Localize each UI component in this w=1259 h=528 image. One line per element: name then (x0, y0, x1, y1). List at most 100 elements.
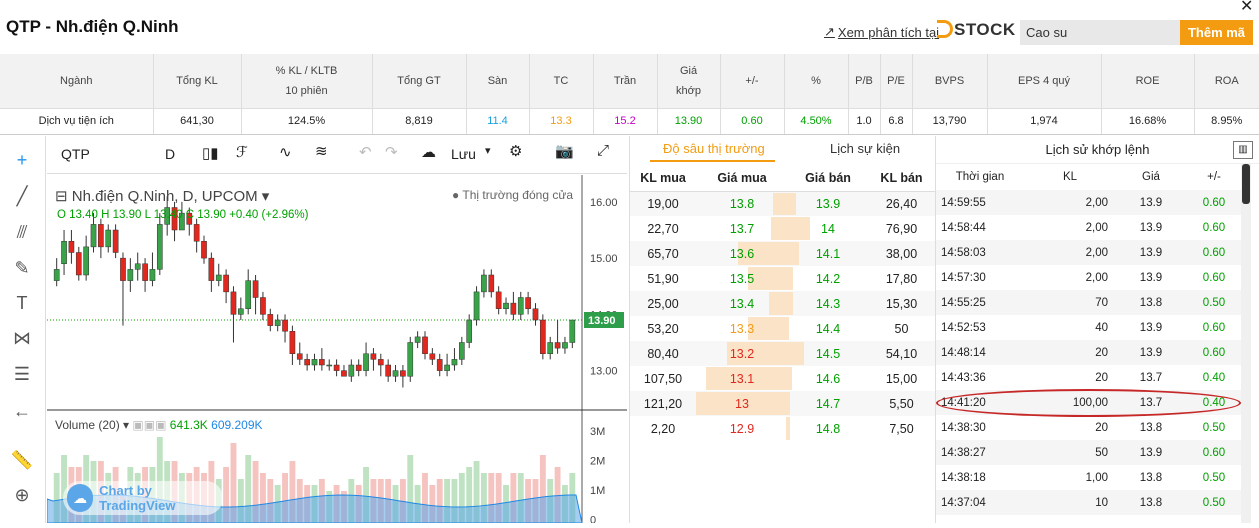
depth-cell-gia_ban[interactable]: 14.4 (788, 316, 868, 341)
text-icon[interactable]: T (10, 291, 34, 315)
depth-cell-kl_mua[interactable]: 107,50 (630, 366, 696, 391)
prediction-icon[interactable]: ☰ (10, 362, 34, 386)
candle-body (238, 309, 243, 315)
cloud-icon[interactable]: ☁ (421, 143, 436, 161)
depth-cell-kl_ban[interactable]: 76,90 (868, 216, 935, 241)
history-cell-kl: 20 (1024, 365, 1116, 390)
depth-cell-kl_ban[interactable]: 17,80 (868, 266, 935, 291)
depth-cell-kl_mua[interactable]: 2,20 (630, 416, 696, 441)
depth-cell-gia_ban[interactable]: 14.5 (788, 341, 868, 366)
depth-cell-kl_mua[interactable]: 25,00 (630, 291, 696, 316)
fullscreen-icon[interactable]: ⤢ (597, 142, 609, 159)
depth-cell-kl_mua[interactable]: 121,20 (630, 391, 696, 416)
bar-chart-icon[interactable]: ▥ (1233, 141, 1253, 159)
depth-cell-gia_ban[interactable]: 14.3 (788, 291, 868, 316)
depth-cell-gia_mua[interactable]: 13.7 (696, 216, 788, 241)
highlight-annotation (936, 389, 1241, 417)
candle-body (305, 359, 310, 365)
depth-cell-gia_mua[interactable]: 13.5 (696, 266, 788, 291)
history-cell-kl: 2,00 (1024, 265, 1116, 290)
depth-cell-gia_ban[interactable]: 14.6 (788, 366, 868, 391)
depth-cell-kl_ban[interactable]: 5,50 (868, 391, 935, 416)
candle-body (275, 320, 280, 326)
depth-cell-kl_ban[interactable]: 38,00 (868, 241, 935, 266)
ruler-icon[interactable]: 📏 (10, 448, 34, 472)
history-scrollbar[interactable] (1241, 164, 1251, 523)
crosshair-icon[interactable]: + (10, 148, 34, 172)
candle-body (312, 359, 317, 365)
tab-market-depth[interactable]: Độ sâu thị trường (663, 141, 765, 156)
depth-cell-gia_ban[interactable]: 14.2 (788, 266, 868, 291)
sell-volume-bar (788, 242, 799, 265)
back-arrow-icon[interactable]: ← (10, 399, 34, 423)
depth-cell-gia_mua[interactable]: 13.4 (696, 291, 788, 316)
zoom-in-icon[interactable]: ⊕ (10, 483, 34, 507)
tradingview-watermark[interactable]: ☁ Chart by TradingView (63, 481, 223, 515)
history-cell-price: 13.9 (1116, 240, 1186, 265)
depth-cell-kl_mua[interactable]: 19,00 (630, 191, 696, 216)
depth-cell-gia_mua[interactable]: 13.6 (696, 241, 788, 266)
depth-cell-gia_ban[interactable]: 13.9 (788, 191, 868, 216)
depth-cell-kl_ban[interactable]: 7,50 (868, 416, 935, 441)
template-icon[interactable]: ≋ (315, 142, 328, 160)
depth-cell-kl_ban[interactable]: 15,00 (868, 366, 935, 391)
dstock-logo[interactable]: STOCK (937, 20, 1016, 40)
indicators-icon[interactable]: ℱ (236, 143, 248, 161)
compare-icon[interactable]: ∿ (279, 143, 292, 161)
gear-icon[interactable]: ⚙ (509, 142, 522, 160)
candle-body (209, 258, 214, 281)
close-icon[interactable]: ✕ (1240, 0, 1253, 16)
depth-cell-kl_mua[interactable]: 22,70 (630, 216, 696, 241)
depth-cell-gia_mua[interactable]: 13.2 (696, 341, 788, 366)
depth-cell-gia_mua[interactable]: 13.8 (696, 191, 788, 216)
depth-cell-kl_ban[interactable]: 26,40 (868, 191, 935, 216)
depth-cell-kl_mua[interactable]: 65,70 (630, 241, 696, 266)
candle-body (437, 359, 442, 370)
depth-cell-kl_ban[interactable]: 15,30 (868, 291, 935, 316)
depth-cell-gia_mua[interactable]: 13.1 (696, 366, 788, 391)
depth-cell-gia_ban[interactable]: 14.7 (788, 391, 868, 416)
symbol-search-input[interactable] (1020, 20, 1180, 45)
history-cell-price: 13.9 (1116, 265, 1186, 290)
depth-cell-kl_mua[interactable]: 80,40 (630, 341, 696, 366)
save-button[interactable]: Lưu (451, 146, 476, 162)
undo-icon[interactable]: ↶ (359, 143, 372, 161)
candle-body (393, 371, 398, 377)
redo-icon[interactable]: ↷ (385, 143, 398, 161)
volume-tick-label: 2M (590, 456, 605, 468)
pattern-icon[interactable]: ⋈ (10, 326, 34, 350)
chevron-down-icon[interactable]: ▾ (485, 144, 491, 157)
tab-events[interactable]: Lịch sự kiện (830, 141, 900, 156)
depth-cell-kl_mua[interactable]: 53,20 (630, 316, 696, 341)
depth-cell-gia_mua[interactable]: 13.3 (696, 316, 788, 341)
history-cell-time: 14:38:18 (936, 465, 1024, 490)
depth-cell-kl_mua[interactable]: 51,90 (630, 266, 696, 291)
depth-cell-gia_ban[interactable]: 14.8 (788, 416, 868, 441)
depth-cell-gia_mua[interactable]: 13 (696, 391, 788, 416)
history-cell-kl: 20 (1024, 415, 1116, 440)
stats-header: Tổng GT (372, 54, 466, 108)
chart-symbol[interactable]: QTP (61, 146, 90, 162)
eps-value: 1,974 (987, 108, 1101, 134)
fib-icon[interactable]: ⫻ (10, 220, 34, 244)
trend-line-icon[interactable]: ╱ (10, 184, 34, 208)
add-symbol-button[interactable]: Thêm mã (1180, 20, 1253, 45)
history-cell-time: 14:58:03 (936, 240, 1024, 265)
depth-cell-gia_ban[interactable]: 14.1 (788, 241, 868, 266)
price-tick-label: 13.00 (590, 366, 618, 378)
depth-cell-kl_ban[interactable]: 50 (868, 316, 935, 341)
bvps-value: 13,790 (912, 108, 987, 134)
brush-icon[interactable]: ✎ (10, 256, 34, 280)
interval-button[interactable]: D (165, 146, 175, 162)
candle-type-icon[interactable]: ▯▮ (202, 144, 219, 162)
depth-cell-gia_mua[interactable]: 12.9 (696, 416, 788, 441)
analysis-link[interactable]: ↗ Xem phân tích tại (824, 24, 939, 40)
camera-icon[interactable]: 📷 (555, 142, 574, 160)
depth-cell-kl_ban[interactable]: 54,10 (868, 341, 935, 366)
depth-cell-gia_ban[interactable]: 14 (788, 216, 868, 241)
